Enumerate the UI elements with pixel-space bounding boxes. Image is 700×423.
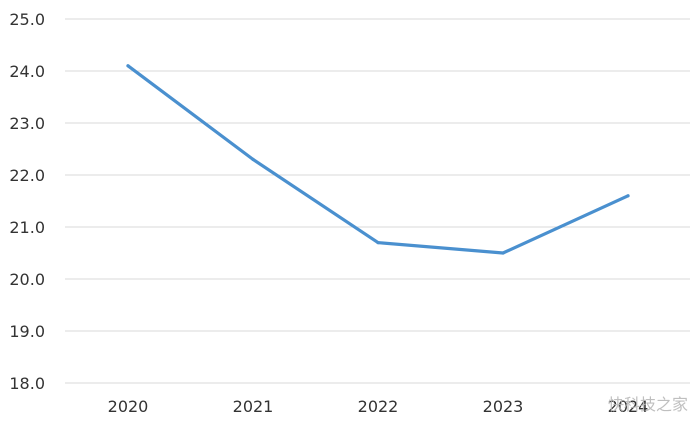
data-point [626,194,630,198]
series-line [126,64,630,255]
y-tick-label: 22.0 [9,166,45,185]
y-tick-label: 23.0 [9,114,45,133]
x-tick-label: 2020 [108,397,149,416]
y-tick-label: 18.0 [9,374,45,393]
data-point [126,64,130,68]
grid-lines [65,18,690,384]
watermark: 快科技之家 [608,395,688,414]
x-tick-label: 2021 [233,397,274,416]
data-point [251,157,255,161]
x-tick-label: 2024 [608,397,649,416]
x-tick-label: 2023 [483,397,524,416]
y-tick-label: 19.0 [9,322,45,341]
y-tick-label: 25.0 [9,10,45,29]
y-tick-label: 21.0 [9,218,45,237]
series-layer [126,64,630,255]
x-tick-label: 2022 [358,397,399,416]
data-point [376,241,380,245]
y-tick-label: 24.0 [9,62,45,81]
x-axis-ticks: 2020 2021 2022 2023 2024 [108,397,649,416]
y-axis-ticks: 18.0 19.0 20.0 21.0 22.0 23.0 24.0 25.0 [9,10,45,393]
y-tick-label: 20.0 [9,270,45,289]
data-point [501,251,505,255]
